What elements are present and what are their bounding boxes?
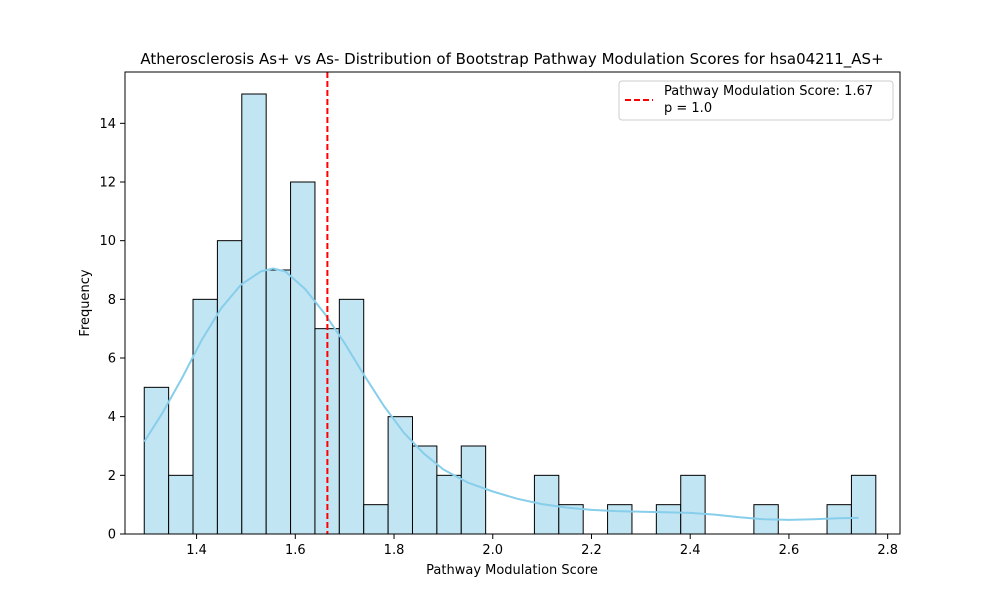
histogram-bar bbox=[363, 504, 389, 535]
chart-title: Atherosclerosis As+ vs As- Distribution … bbox=[140, 50, 883, 69]
y-tick-label: 14 bbox=[99, 117, 116, 132]
histogram-bar bbox=[290, 181, 316, 535]
y-tick-label: 4 bbox=[108, 410, 116, 425]
x-tick-label: 2.4 bbox=[680, 543, 701, 558]
y-tick-label: 0 bbox=[108, 528, 116, 543]
x-tick-label: 1.4 bbox=[186, 543, 207, 558]
histogram-bar bbox=[314, 328, 340, 535]
histogram-bar bbox=[168, 474, 194, 535]
histogram-bar bbox=[411, 445, 438, 535]
plot-frame bbox=[124, 71, 901, 535]
legend-label-pvalue: p = 1.0 bbox=[664, 101, 712, 116]
y-axis-ticks: 0 2 4 6 8 10 12 14 bbox=[99, 117, 125, 543]
histogram-bar bbox=[216, 240, 243, 535]
x-tick-label: 2.2 bbox=[581, 543, 602, 558]
y-tick-label: 12 bbox=[99, 176, 116, 191]
histogram-bars bbox=[143, 93, 877, 535]
x-tick-label: 1.6 bbox=[285, 543, 306, 558]
y-axis-title: Frequency bbox=[78, 269, 93, 336]
histogram-bar bbox=[143, 386, 170, 535]
y-tick-label: 6 bbox=[108, 352, 116, 367]
histogram-bar bbox=[680, 474, 706, 535]
y-tick-label: 10 bbox=[99, 234, 116, 249]
histogram-bar bbox=[460, 445, 487, 535]
y-tick-label: 2 bbox=[108, 469, 116, 484]
histogram-bar bbox=[241, 93, 267, 535]
x-tick-label: 2.0 bbox=[482, 543, 503, 558]
y-tick-label: 8 bbox=[108, 293, 116, 308]
histogram-bar bbox=[338, 298, 365, 535]
x-tick-label: 2.6 bbox=[779, 543, 800, 558]
kde-curve bbox=[143, 267, 859, 521]
histogram-bar bbox=[655, 504, 682, 535]
histogram-bar bbox=[192, 298, 218, 535]
x-axis-title: Pathway Modulation Score bbox=[426, 563, 598, 578]
histogram-bar bbox=[607, 504, 633, 535]
x-tick-label: 2.8 bbox=[877, 543, 898, 558]
x-tick-label: 1.8 bbox=[384, 543, 405, 558]
legend-box bbox=[618, 80, 894, 121]
x-axis-ticks: 1.4 1.6 1.8 2.0 2.2 2.4 2.6 2.8 bbox=[186, 534, 898, 558]
kde-curve-group bbox=[143, 267, 859, 521]
legend-label-reference: Pathway Modulation Score: 1.67 bbox=[664, 84, 873, 99]
histogram-bar bbox=[850, 474, 877, 535]
histogram-bar bbox=[387, 416, 413, 535]
histogram-bar bbox=[265, 269, 292, 535]
legend: Pathway Modulation Score: 1.67 p = 1.0 bbox=[618, 80, 894, 121]
histogram-bar bbox=[436, 474, 462, 535]
